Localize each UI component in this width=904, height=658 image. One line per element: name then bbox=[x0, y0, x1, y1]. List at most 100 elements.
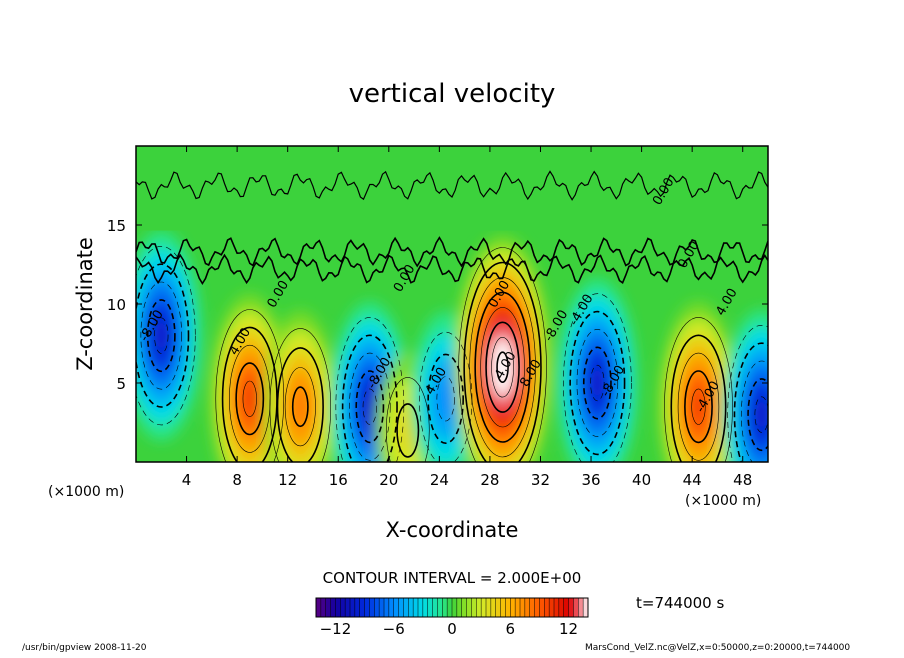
cell-7-level-8 bbox=[497, 352, 508, 382]
colorbar-tick-label: −6 bbox=[383, 620, 405, 638]
colorbar-swatch bbox=[500, 598, 506, 617]
contour-cell-3-4 bbox=[291, 386, 309, 428]
y-axis-title: Z-coordinate bbox=[73, 237, 97, 371]
contour-cell-4-3 bbox=[349, 352, 391, 461]
contour-cell-8-2 bbox=[569, 310, 626, 456]
colorbar-swatch bbox=[568, 598, 574, 617]
contour-cell-7-7 bbox=[491, 337, 514, 398]
x-axis-title: X-coordinate bbox=[386, 518, 519, 542]
contour-cell-1-4 bbox=[146, 299, 176, 373]
contour-cell-4-2 bbox=[341, 334, 398, 462]
contour-cell-3-3 bbox=[284, 367, 316, 447]
x-tick-label: 36 bbox=[581, 471, 600, 489]
contour-lines bbox=[136, 246, 768, 462]
colorbar-swatch bbox=[558, 598, 565, 617]
contour-cell-6-1 bbox=[419, 331, 473, 462]
colorbar-swatch bbox=[486, 598, 492, 617]
upper-noise-contours bbox=[136, 170, 768, 286]
colorbar-swatch bbox=[520, 598, 526, 617]
colorbar-swatch bbox=[379, 598, 385, 617]
upper-contour-1 bbox=[136, 236, 768, 268]
colorbar-swatch bbox=[529, 598, 535, 617]
colorbar-swatch bbox=[345, 598, 351, 617]
colorbar-swatch bbox=[466, 598, 472, 617]
colorbar-swatch bbox=[510, 598, 516, 617]
colorbar-swatch bbox=[340, 598, 346, 617]
cell-6-level-3 bbox=[437, 377, 455, 421]
colorbar-swatch bbox=[539, 598, 545, 617]
contour-cell-7-4 bbox=[474, 291, 531, 443]
colorbar-swatch bbox=[476, 598, 482, 617]
x-tick-label: 12 bbox=[278, 471, 297, 489]
colorbar-swatch bbox=[432, 598, 438, 617]
cell-1-level-5 bbox=[154, 318, 168, 354]
colorbar-swatch bbox=[384, 598, 390, 617]
y-tick-label: 10 bbox=[107, 296, 126, 314]
footer-right: MarsCond_VelZ.nc@VelZ,x=0:50000,z=0:2000… bbox=[585, 643, 850, 653]
contour-cell-9-1 bbox=[664, 317, 733, 462]
colorbar-tick-label: 6 bbox=[506, 620, 516, 638]
cell-9-level-5 bbox=[691, 389, 706, 425]
contour-cell-10-4 bbox=[747, 378, 768, 452]
colorbar-frame bbox=[315, 597, 589, 618]
time-label: t=744000 s bbox=[636, 594, 724, 612]
colorbar-swatch bbox=[427, 598, 433, 617]
colorbar-swatch bbox=[505, 598, 511, 617]
x-axis: 4 8 12 16 20 24 28 32 36 40 44 48 bbox=[182, 146, 752, 489]
x-tick-label: 8 bbox=[232, 471, 242, 489]
colorbar-swatch bbox=[481, 598, 487, 617]
colorbar-swatch bbox=[335, 598, 341, 617]
contour-cell-9-3 bbox=[677, 352, 720, 461]
contour-cell-10-2 bbox=[733, 342, 768, 462]
contour-cell-8-3 bbox=[576, 329, 619, 437]
x-tick-label: 28 bbox=[480, 471, 499, 489]
colorbar-swatch bbox=[461, 598, 467, 617]
colorbar-swatch bbox=[325, 598, 331, 617]
contour-cell-10-5 bbox=[754, 396, 768, 433]
contour-interval-label: CONTOUR INTERVAL = 2.000E+00 bbox=[323, 569, 582, 587]
x-tick-label: 40 bbox=[632, 471, 651, 489]
x-tick-label: 20 bbox=[379, 471, 398, 489]
contour-cell-2-4 bbox=[235, 362, 265, 436]
colorbar-swatch bbox=[320, 598, 327, 617]
colorbar-swatch bbox=[515, 598, 521, 617]
contour-cell-9-5 bbox=[691, 388, 706, 425]
colorbar-swatch bbox=[388, 598, 395, 617]
colorbar-swatch bbox=[413, 598, 419, 617]
contour-cell-10-1 bbox=[727, 325, 768, 462]
colorbar-swatch bbox=[359, 598, 365, 617]
cell-10-level-5 bbox=[754, 397, 768, 433]
colorbar-tick-label: 0 bbox=[447, 620, 457, 638]
colorbar-swatch bbox=[471, 598, 477, 617]
contour-cell-10-3 bbox=[740, 360, 768, 462]
contour-cell-5-2 bbox=[396, 403, 420, 458]
colorbar-ticks: −12 −6 0 6 12 bbox=[320, 620, 579, 638]
y-tick-label: 5 bbox=[116, 375, 126, 393]
contour-cell-6-3 bbox=[436, 376, 455, 422]
colorbar-swatch bbox=[403, 598, 409, 617]
colorbar-swatch bbox=[524, 598, 531, 617]
x-tick-label: 4 bbox=[182, 471, 192, 489]
colorbar-swatch bbox=[490, 598, 497, 617]
chart-title: vertical velocity bbox=[349, 79, 556, 109]
colorbar-swatch bbox=[442, 598, 448, 617]
colorbar-swatch bbox=[583, 598, 589, 617]
colorbar-swatch bbox=[418, 598, 424, 617]
plot-area bbox=[136, 146, 768, 462]
x-tick-label: 16 bbox=[329, 471, 348, 489]
colorbar-swatch bbox=[393, 598, 399, 617]
contour-cell-7-5 bbox=[480, 307, 525, 428]
colorbar-swatch bbox=[563, 598, 569, 617]
contour-cell-7-2 bbox=[463, 261, 542, 462]
contour-cell-7-8 bbox=[496, 351, 509, 384]
colorbar-swatch bbox=[549, 598, 555, 617]
colorbar-swatch bbox=[374, 598, 380, 617]
y-axis: 5 10 15 bbox=[107, 217, 768, 393]
contour-cell-3-2 bbox=[276, 347, 324, 462]
contour-cell-9-4 bbox=[684, 370, 713, 444]
colorbar-swatch bbox=[330, 598, 336, 617]
x-unit-left: (×1000 m) bbox=[48, 484, 124, 500]
colorbar-swatch bbox=[534, 598, 540, 617]
